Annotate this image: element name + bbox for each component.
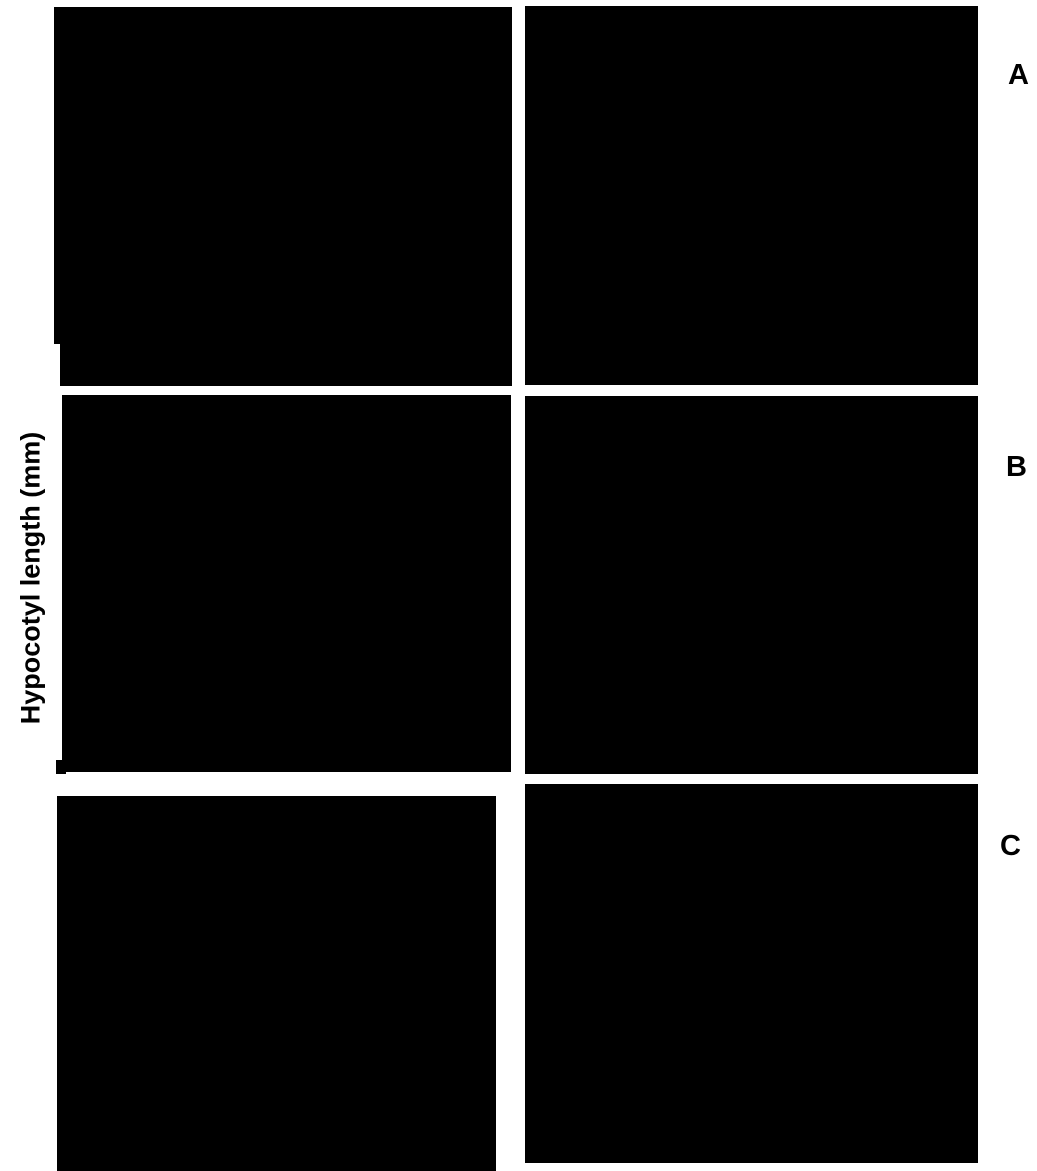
y-axis-label: Hypocotyl length (mm) [15, 431, 46, 725]
panel-b-left-plot-corner [56, 760, 66, 774]
panel-c-left-plot [57, 796, 496, 1171]
panel-c-right-plot [525, 784, 978, 1163]
row-label-a: A [1008, 59, 1029, 91]
panel-a-left-plot [54, 7, 512, 344]
panel-b-left-plot [62, 395, 511, 772]
row-label-c: C [1000, 830, 1021, 862]
panel-b-right-plot [525, 396, 978, 774]
panel-a-right-plot [525, 6, 978, 385]
panel-a-left-plot-base [60, 340, 512, 386]
row-label-b: B [1006, 451, 1027, 483]
